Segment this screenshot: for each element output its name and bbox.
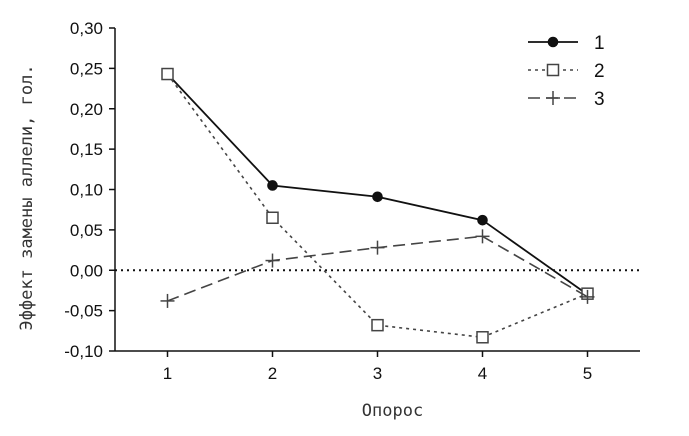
series-1-point: [267, 180, 278, 191]
y-tick-label: 0,30: [70, 19, 103, 38]
series-1-point: [477, 214, 488, 226]
series-3-point: [580, 289, 595, 304]
legend-label-1: 1: [594, 33, 605, 54]
legend-marker-2: [546, 63, 560, 77]
y-tick-label: 0,05: [70, 221, 103, 240]
series-2-point: [476, 331, 489, 344]
legend: 1 2 3: [528, 33, 605, 110]
y-tick-label: 0,10: [70, 181, 103, 200]
y-tick-label: 0,20: [70, 100, 103, 119]
series-1-line: [166, 73, 589, 296]
y-tick-label: 0,15: [70, 140, 103, 159]
series-2-line: [166, 73, 588, 339]
series-2-point: [266, 211, 279, 225]
x-tick-label: 3: [373, 364, 382, 383]
x-tick-label: 1: [163, 364, 172, 383]
axes: -0,10 -0,05 0,00 0,05 0,10 0,15 0,20 0,25 0,30 1 2…: [64, 19, 640, 383]
series-3-point: [160, 293, 175, 308]
x-tick-label: 2: [268, 364, 277, 383]
y-tick-label: -0,10: [64, 342, 103, 361]
legend-marker-1: [547, 36, 559, 48]
series-2-point: [371, 318, 384, 332]
series-3-point: [370, 240, 385, 255]
legend-label-3: 3: [594, 89, 605, 110]
y-tick-label: 0,00: [70, 261, 103, 280]
series-layer: [160, 67, 595, 344]
x-tick-label: 5: [583, 364, 592, 383]
y-tick-label: -0,05: [64, 302, 103, 321]
series-3-point: [475, 229, 490, 244]
legend-marker-3: [546, 91, 560, 105]
series-1-point: [372, 191, 383, 203]
x-tick-label: 4: [478, 364, 487, 383]
legend-label-2: 2: [594, 61, 605, 82]
x-axis-title: Опорос: [362, 401, 423, 421]
y-axis-title: Эффект замены аллели, гол.: [17, 64, 37, 330]
series-2-point: [161, 67, 174, 81]
y-tick-label: 0,25: [70, 59, 103, 78]
series-3-point: [265, 253, 280, 268]
